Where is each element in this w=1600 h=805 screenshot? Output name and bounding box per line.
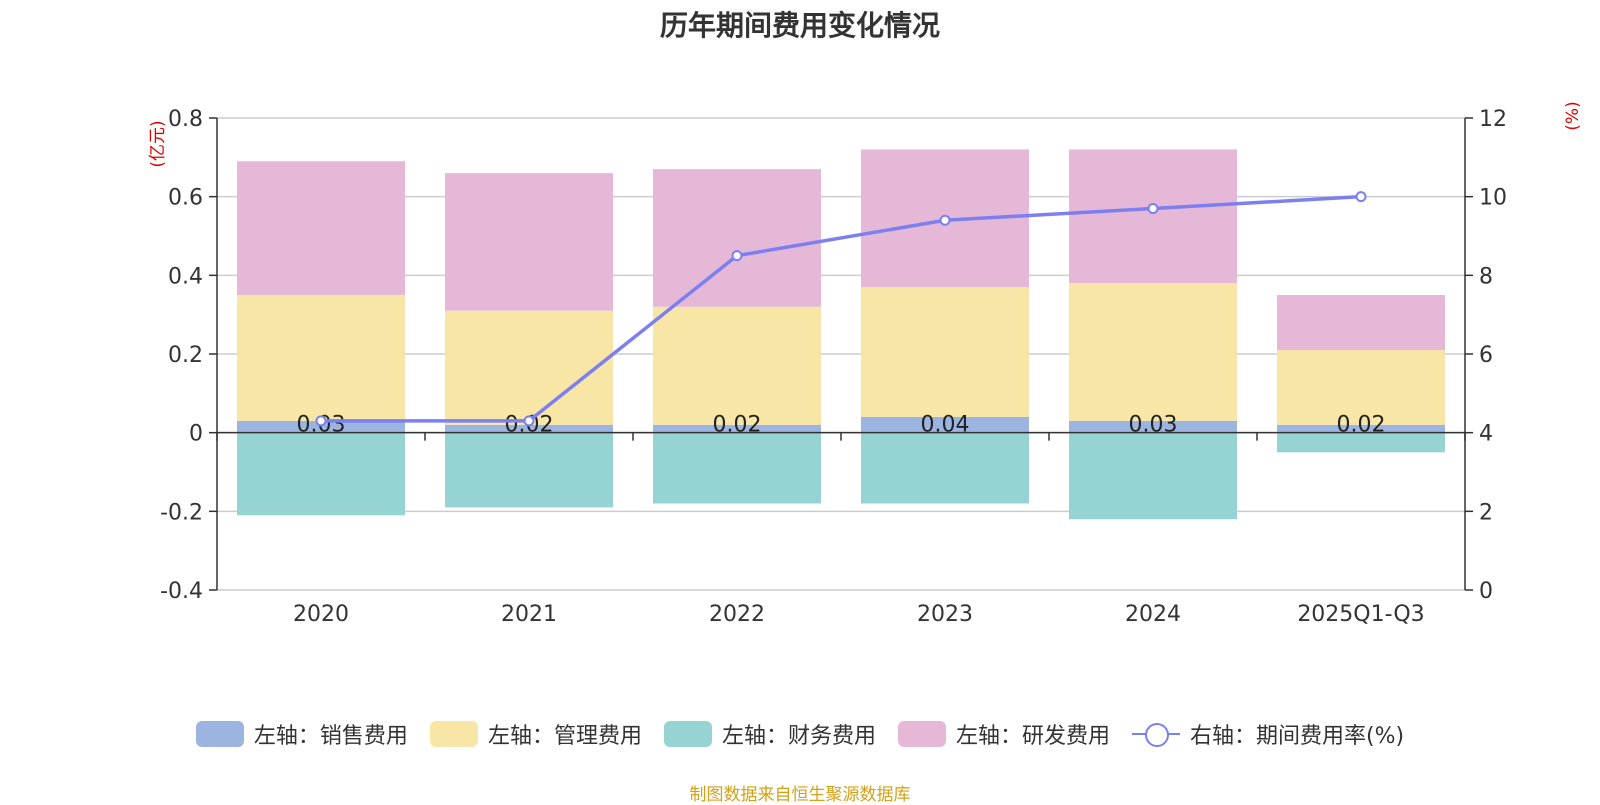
legend-swatch-expense-rate <box>1131 721 1180 747</box>
category-label: 2023 <box>917 602 973 627</box>
left-axis-tick-label: -0.4 <box>160 579 203 604</box>
chart-canvas: -0.4 -0.2 0 0.2 0.4 0.6 0.8 0 2 4 6 8 10 12 2020 2021 20… <box>148 101 1583 627</box>
legend-swatch-rnd <box>897 721 946 747</box>
right-axis-tick-label: 12 <box>1479 107 1507 132</box>
left-axis-tick-label: -0.2 <box>160 500 203 525</box>
data-label-sales: 0.02 <box>1337 413 1386 438</box>
legend-item-expense-rate[interactable]: 右轴：期间费用率(%) <box>1131 718 1405 750</box>
bar-series0-2024 <box>1069 420 1237 433</box>
bar-series3-2024 <box>1069 149 1237 284</box>
bar-series0-2020 <box>237 420 405 433</box>
bar-series0-2022 <box>653 424 821 433</box>
bar-series2-2022 <box>653 432 821 504</box>
bar-series1-2021 <box>445 310 613 425</box>
data-label-sales: 0.02 <box>713 413 762 438</box>
right-axis-tick-label: 2 <box>1479 500 1493 525</box>
legend-swatch-finance <box>663 721 712 747</box>
bar-series0-2025Q1-Q3 <box>1277 424 1445 433</box>
legend-label-rnd: 左轴：研发费用 <box>955 724 1110 749</box>
expense-rate-line <box>321 194 1362 423</box>
right-axis-tick-label: 6 <box>1479 343 1493 368</box>
category-label: 2024 <box>1125 602 1181 627</box>
category-label: 2025Q1-Q3 <box>1297 602 1424 627</box>
legend: 左轴：销售费用 左轴：管理费用 左轴：财务费用 左轴：研发费用 右轴：期间费用率… <box>0 718 1600 750</box>
bar-series0-2021 <box>445 424 613 433</box>
expense-rate-point <box>939 214 951 226</box>
bar-series2-2020 <box>237 432 405 516</box>
legend-label-expense-rate: 右轴：期间费用率(%) <box>1189 724 1405 749</box>
legend-swatch-admin <box>429 721 478 747</box>
left-axis-tick-label: 0 <box>189 422 203 447</box>
chart-title: 历年期间费用变化情况 <box>659 9 940 42</box>
expense-rate-point <box>523 415 535 427</box>
expense-rate-point <box>731 250 743 262</box>
bar-series1-2025Q1-Q3 <box>1277 350 1445 425</box>
legend-item-rnd[interactable]: 左轴：研发费用 <box>897 718 1110 750</box>
bar-series3-2025Q1-Q3 <box>1277 295 1445 351</box>
category-label: 2022 <box>709 602 765 627</box>
bar-series2-2023 <box>861 432 1029 504</box>
expense-rate-point <box>1355 191 1367 203</box>
legend-label-admin: 左轴：管理费用 <box>487 724 642 749</box>
bar-series2-2024 <box>1069 432 1237 520</box>
left-axis-tick-label: 0.6 <box>168 186 203 211</box>
legend-item-finance[interactable]: 左轴：财务费用 <box>663 718 876 750</box>
right-axis-unit: (%) <box>1563 101 1583 130</box>
right-axis-tick-label: 4 <box>1479 422 1493 447</box>
bar-series1-2023 <box>861 287 1029 417</box>
bar-series2-2025Q1-Q3 <box>1277 432 1445 453</box>
expense-rate-point <box>1147 202 1159 214</box>
category-label: 2020 <box>293 602 349 627</box>
legend-item-admin[interactable]: 左轴：管理费用 <box>429 718 642 750</box>
bar-series1-2020 <box>237 295 405 421</box>
legend-swatch-sales <box>195 721 244 747</box>
data-label-sales: 0.03 <box>1129 413 1178 438</box>
legend-item-sales[interactable]: 左轴：销售费用 <box>195 718 408 750</box>
left-axis-tick-label: 0.8 <box>168 107 203 132</box>
bar-series3-2021 <box>445 173 613 311</box>
right-axis-tick-label: 10 <box>1479 186 1507 211</box>
right-axis-tick-label: 0 <box>1479 579 1493 604</box>
category-label: 2021 <box>501 602 557 627</box>
expense-rate-point <box>315 415 327 427</box>
bar-series2-2021 <box>445 432 613 508</box>
bar-series1-2024 <box>1069 283 1237 421</box>
data-label-sales: 0.04 <box>921 413 970 438</box>
legend-label-finance: 左轴：财务费用 <box>721 724 876 749</box>
left-axis-unit: (亿元) <box>148 120 168 167</box>
legend-label-sales: 左轴：销售费用 <box>253 724 408 749</box>
left-axis-tick-label: 0.2 <box>168 343 203 368</box>
bar-series3-2020 <box>237 161 405 295</box>
left-axis-tick-label: 0.4 <box>168 264 203 289</box>
data-source-note: 制图数据来自恒生聚源数据库 <box>689 785 911 805</box>
bar-series1-2022 <box>653 306 821 425</box>
bar-series3-2022 <box>653 169 821 307</box>
bar-series0-2023 <box>861 416 1029 433</box>
right-axis-tick-label: 8 <box>1479 264 1493 289</box>
